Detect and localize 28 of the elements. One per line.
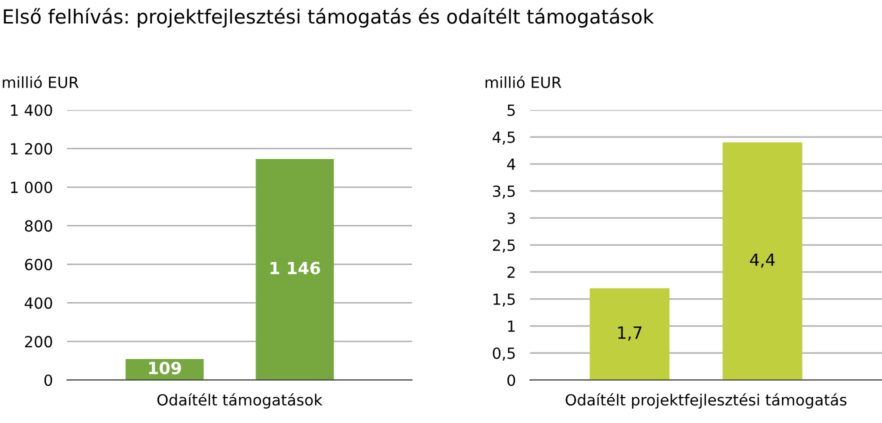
y-axis-title: millió EUR <box>486 76 562 88</box>
y-tick-label: 3 <box>508 212 515 224</box>
y-tick-label: 1 400 <box>11 104 52 116</box>
y-axis-title: millió EUR <box>2 76 79 88</box>
data-label: 1 146 <box>270 262 320 274</box>
y-tick-label: 400 <box>24 297 52 309</box>
y-tick-label: 1 200 <box>11 143 52 155</box>
y-tick-label: 5 <box>508 104 515 116</box>
y-tick-label: 0,5 <box>492 347 515 361</box>
x-axis-title: Odaítélt projektfejlesztési támogatás <box>566 393 846 409</box>
y-tick-label: 4,5 <box>492 132 515 145</box>
y-tick-label: 0 <box>44 374 52 386</box>
y-tick-label: 4 <box>507 158 516 170</box>
y-tick-label: 1 <box>508 320 515 332</box>
data-label: 4,4 <box>750 254 775 268</box>
y-tick-label: 0 <box>507 374 516 386</box>
x-axis-title: Odaítélt támogatások <box>157 393 322 409</box>
y-tick-label: 2,5 <box>492 239 515 253</box>
y-tick-label: 2 <box>508 266 515 278</box>
y-tick-label: 3,5 <box>492 185 515 199</box>
y-tick-label: 1,5 <box>493 294 515 307</box>
y-tick-label: 800 <box>24 220 52 232</box>
y-tick-label: 200 <box>25 336 52 348</box>
data-label: 1,7 <box>618 326 642 341</box>
chart-title: Első felhívás: projektfejlesztési támogatás és odaítélt támogatások <box>4 8 654 28</box>
y-tick-label: 1 000 <box>11 182 52 194</box>
y-tick-label: 600 <box>25 258 52 270</box>
data-label: 109 <box>149 362 181 374</box>
